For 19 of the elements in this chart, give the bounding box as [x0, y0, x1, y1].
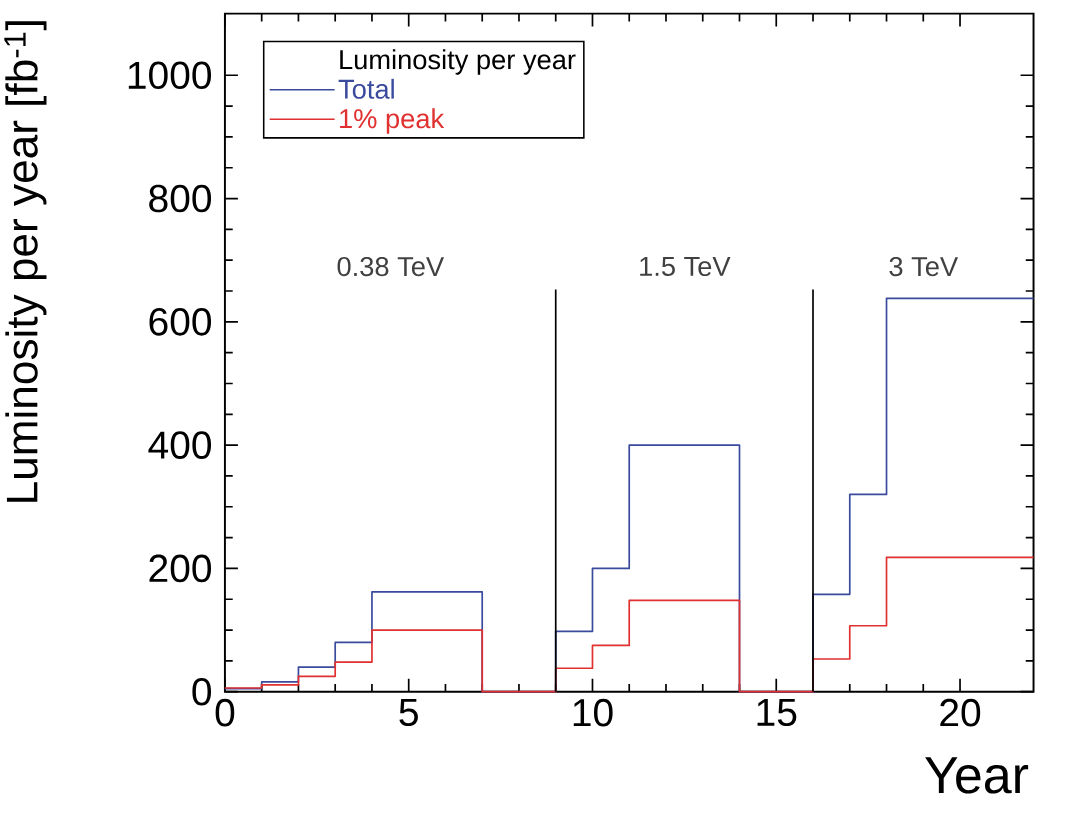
y-axis-title: Luminosity per year [fb$^{-1}$] — [4, 21, 47, 502]
x-tick-label: 10 — [573, 698, 613, 727]
annotation: 1.5 TeV — [640, 256, 731, 276]
legend-label: 1% peak — [340, 108, 445, 134]
y-tick-label: 200 — [149, 554, 212, 583]
y-tick-label: 0 — [192, 677, 212, 706]
x-axis-title: Year — [925, 757, 1029, 794]
annotation: 3 TeV — [889, 256, 959, 277]
x-tick-label: 20 — [940, 698, 981, 727]
legend-title: Luminosity per year — [340, 49, 576, 75]
y-tick-label: 600 — [149, 307, 212, 336]
y-tick-label: 400 — [148, 431, 212, 459]
y-tick-label: 1000 — [128, 61, 211, 89]
x-tick-label: 15 — [757, 698, 797, 726]
annotation: 0.38 TeV — [337, 256, 445, 277]
y-tick-label: 800 — [149, 184, 212, 213]
legend-label: Total — [338, 78, 394, 99]
x-tick-label: 0 — [215, 698, 235, 727]
x-tick-label: 5 — [399, 698, 418, 726]
